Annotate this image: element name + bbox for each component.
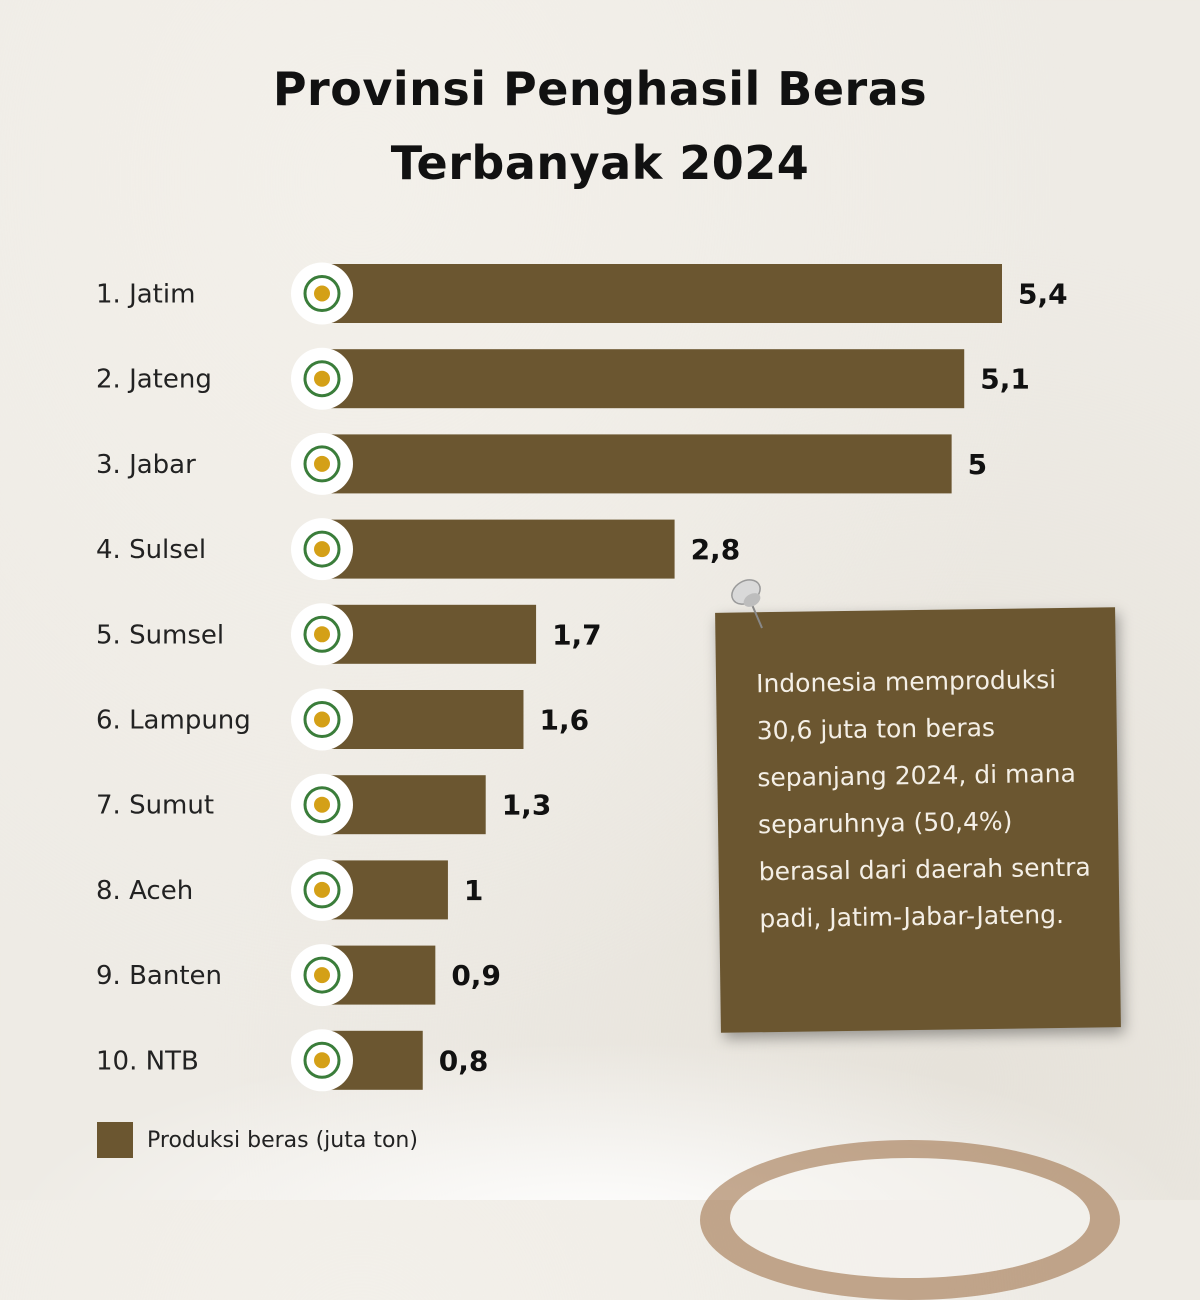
bar (322, 264, 1002, 323)
legend: Produksi beras (juta ton) (97, 1122, 418, 1158)
bar (322, 604, 537, 664)
value-label: 0,8 (439, 1044, 489, 1077)
value-label: 0,9 (451, 959, 501, 992)
jateng-emblem-icon (303, 360, 341, 398)
emblem-center (314, 285, 330, 302)
value-label: 1,7 (552, 618, 602, 651)
emblem-center (314, 796, 330, 813)
category-label: 3. Jabar (96, 450, 196, 480)
value-label: 1,3 (502, 789, 552, 822)
value-label: 1 (464, 874, 483, 907)
category-label: 7. Sumut (96, 791, 214, 821)
title-line-2: Terbanyak 2024 (390, 136, 810, 190)
category-label: 10. NTB (96, 1046, 199, 1076)
value-label: 1,6 (539, 704, 589, 737)
category-label: 8. Aceh (96, 876, 193, 906)
jabar-emblem-icon (303, 445, 341, 483)
emblem-center (314, 455, 330, 472)
value-label: 5 (968, 448, 987, 481)
category-label: 4. Sulsel (96, 535, 206, 565)
emblem-center (314, 370, 330, 387)
emblem-center (314, 1052, 330, 1069)
sumsel-emblem-icon (303, 615, 341, 653)
bar (322, 434, 952, 494)
legend-label: Produksi beras (juta ton) (147, 1127, 418, 1153)
banten-emblem-icon (303, 956, 341, 994)
bar (322, 349, 965, 409)
page-title: Provinsi Penghasil Beras Terbanyak 2024 (0, 52, 1200, 200)
emblem-center (314, 626, 330, 643)
category-label: 5. Sumsel (96, 620, 224, 650)
lampung-emblem-icon (303, 701, 341, 738)
emblem-center (314, 711, 330, 728)
aceh-emblem-icon (303, 871, 341, 909)
value-label: 2,8 (691, 533, 741, 566)
bar (322, 690, 524, 749)
sumut-emblem-icon (303, 786, 341, 824)
jatim-emblem-icon (303, 275, 341, 312)
category-label: 2. Jateng (96, 365, 212, 395)
bar (322, 519, 675, 579)
emblem-center (314, 967, 330, 984)
category-label: 9. Banten (96, 961, 222, 991)
ntb-emblem-icon (303, 1041, 341, 1079)
category-label: 1. Jatim (96, 280, 195, 310)
emblem-center (314, 541, 330, 558)
info-note-card: Indonesia memproduksi 30,6 juta ton bera… (715, 607, 1121, 1033)
value-label: 5,4 (1018, 278, 1068, 311)
pushpin-icon (731, 579, 763, 629)
value-label: 5,1 (980, 363, 1030, 396)
sulsel-emblem-icon (303, 530, 341, 568)
info-note-text: Indonesia memproduksi 30,6 juta ton bera… (755, 665, 1091, 934)
emblem-center (314, 881, 330, 898)
title-line-1: Provinsi Penghasil Beras (272, 62, 928, 116)
category-label: 6. Lampung (96, 706, 251, 736)
bar-chart: 1. Jatim 5,4 2. Jateng 5,1 3. Jabar 5 4. Sulse… (96, 262, 1068, 1092)
legend-swatch (97, 1122, 133, 1158)
